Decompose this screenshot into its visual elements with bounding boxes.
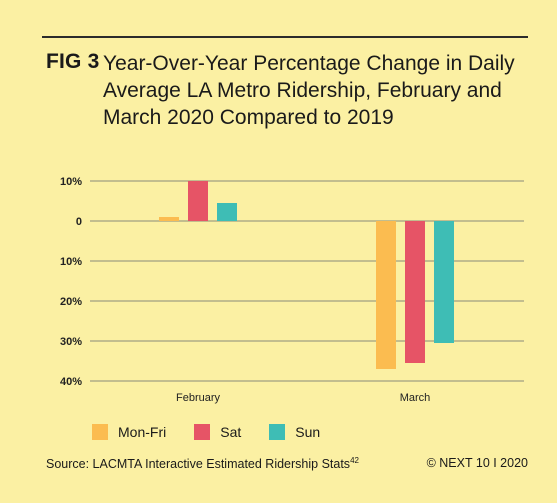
- legend-swatch: [194, 424, 211, 440]
- y-tick-label: 20%: [60, 296, 82, 308]
- legend: Mon-Fri Sat Sun: [92, 424, 320, 440]
- bar-sun-february: [217, 203, 237, 221]
- x-category-label: March: [400, 392, 431, 404]
- legend-swatch: [92, 424, 108, 440]
- source-note: Source: LACMTA Interactive Estimated Rid…: [46, 456, 359, 471]
- top-rule: [42, 36, 528, 38]
- bar-mon-fri-february: [159, 217, 179, 221]
- chart-title: Year-Over-Year Percentage Change in Dail…: [103, 52, 515, 129]
- legend-item: Sat: [194, 424, 241, 440]
- y-tick-label: 10%: [60, 256, 82, 268]
- bar-mon-fri-march: [376, 221, 396, 369]
- bar-chart: 10% 0 10% 20% 30% 40% February March: [60, 176, 524, 404]
- source-footnote: 42: [350, 456, 359, 465]
- y-tick-label: 30%: [60, 336, 82, 348]
- legend-item: Mon-Fri: [92, 424, 166, 440]
- legend-item: Sun: [269, 424, 320, 440]
- bar-sat-march: [405, 221, 425, 363]
- legend-swatch: [269, 424, 286, 440]
- legend-label: Mon-Fri: [118, 424, 167, 440]
- source-text: Source: LACMTA Interactive Estimated Rid…: [46, 457, 351, 472]
- y-tick-label: 0: [76, 216, 82, 228]
- bar-sat-february: [188, 181, 208, 221]
- bar-sun-march: [434, 221, 454, 343]
- x-category-label: February: [176, 392, 221, 404]
- y-tick-label: 10%: [60, 176, 82, 188]
- copyright-credit: © NEXT 10 I 2020: [426, 456, 528, 470]
- legend-label: Sat: [220, 424, 242, 440]
- figure-label: FIG 3: [46, 50, 100, 73]
- y-tick-label: 40%: [60, 376, 82, 388]
- legend-label: Sun: [295, 424, 321, 440]
